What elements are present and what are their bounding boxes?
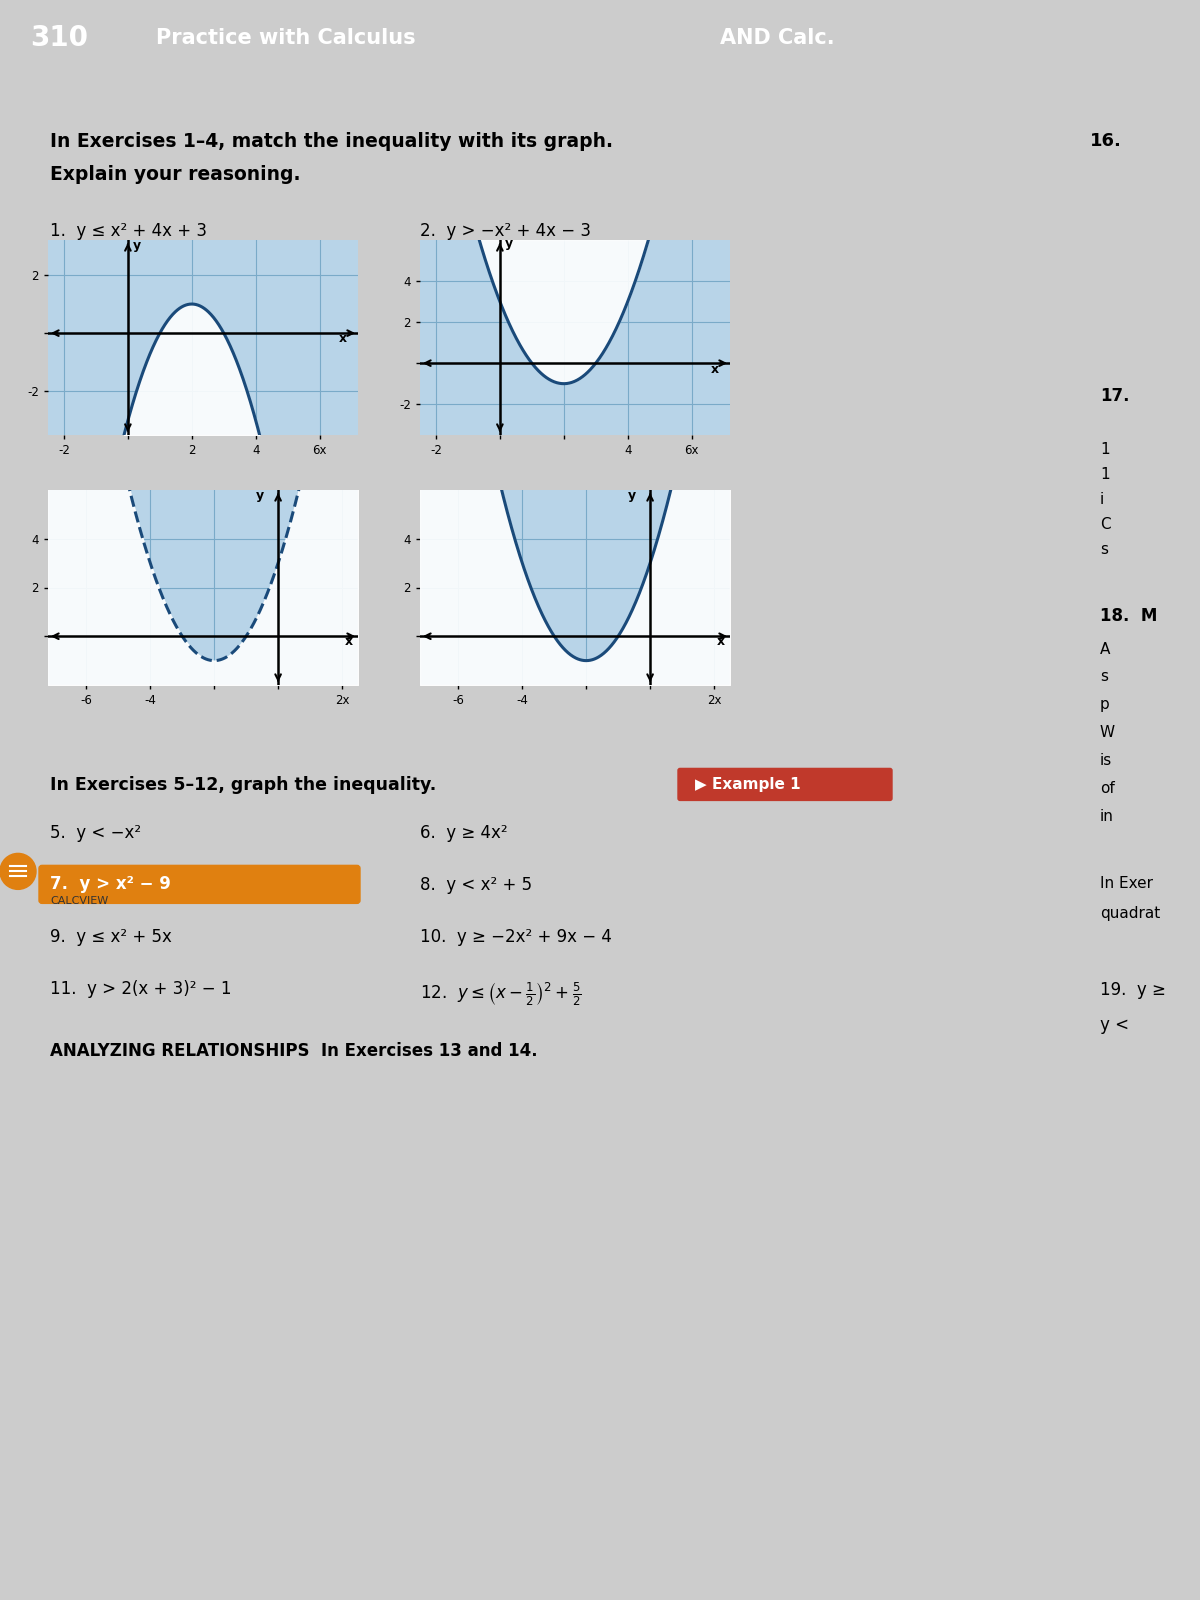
FancyBboxPatch shape	[38, 866, 360, 904]
Text: 11.  y > 2(x + 3)² − 1: 11. y > 2(x + 3)² − 1	[50, 981, 232, 998]
Text: 6.  y ≥ 4x²: 6. y ≥ 4x²	[420, 824, 508, 843]
Text: A: A	[1100, 642, 1110, 656]
Text: ▶ Example 1: ▶ Example 1	[695, 778, 800, 792]
Text: C: C	[1100, 517, 1111, 531]
Text: 5.  y < −x²: 5. y < −x²	[50, 824, 142, 843]
Text: of: of	[1100, 781, 1115, 797]
Text: W: W	[1100, 725, 1115, 741]
Text: 9.  y ≤ x² + 5x: 9. y ≤ x² + 5x	[50, 928, 172, 946]
Text: y: y	[505, 237, 512, 250]
Text: 18.  M: 18. M	[1100, 606, 1157, 624]
Text: 8.  y < x² + 5: 8. y < x² + 5	[420, 877, 532, 894]
Text: 17.: 17.	[1100, 387, 1129, 405]
Text: y: y	[628, 490, 636, 502]
Text: C.: C.	[50, 562, 70, 579]
Text: 10.  y ≥ −2x² + 9x − 4: 10. y ≥ −2x² + 9x − 4	[420, 928, 612, 946]
Text: i: i	[1100, 491, 1104, 507]
Text: In Exercises 5–12, graph the inequality.: In Exercises 5–12, graph the inequality.	[50, 776, 437, 795]
Text: y: y	[256, 490, 264, 502]
Text: 16.: 16.	[1090, 131, 1122, 150]
Text: Practice with Calculus: Practice with Calculus	[156, 29, 415, 48]
Text: D.: D.	[420, 562, 442, 579]
Text: AND Calc.: AND Calc.	[720, 29, 835, 48]
Text: 4.  y ≥ x² + 4x + 3: 4. y ≥ x² + 4x + 3	[420, 272, 577, 290]
Text: quadrat: quadrat	[1100, 906, 1160, 922]
Text: CALCVIEW: CALCVIEW	[50, 896, 108, 906]
Text: in: in	[1100, 810, 1114, 824]
Text: y <: y <	[1100, 1016, 1129, 1034]
Text: ANALYZING RELATIONSHIPS  In Exercises 13 and 14.: ANALYZING RELATIONSHIPS In Exercises 13 …	[50, 1042, 538, 1061]
Text: A.: A.	[50, 312, 71, 330]
Text: s: s	[1100, 541, 1108, 557]
Text: x: x	[346, 635, 353, 648]
Text: In Exercises 1–4, match the inequality with its graph.: In Exercises 1–4, match the inequality w…	[50, 131, 613, 150]
Text: 19.  y ≥: 19. y ≥	[1100, 981, 1166, 1000]
Circle shape	[0, 853, 36, 890]
FancyBboxPatch shape	[678, 768, 892, 800]
Text: x: x	[718, 635, 725, 648]
Text: 1: 1	[1100, 467, 1110, 482]
Text: 2.  y > −x² + 4x − 3: 2. y > −x² + 4x − 3	[420, 222, 592, 240]
Text: x: x	[338, 333, 347, 346]
Text: B.: B.	[420, 312, 440, 330]
Text: y: y	[133, 238, 140, 251]
Text: x: x	[710, 363, 719, 376]
Text: 310: 310	[30, 24, 88, 53]
Text: 3.  y < x² − 4x + 3: 3. y < x² − 4x + 3	[50, 272, 208, 290]
Text: s: s	[1100, 669, 1108, 685]
Text: 12.  $y \leq \left(x - \frac{1}{2}\right)^2 + \frac{5}{2}$: 12. $y \leq \left(x - \frac{1}{2}\right)…	[420, 981, 582, 1008]
Text: In Exer: In Exer	[1100, 877, 1153, 891]
Text: Explain your reasoning.: Explain your reasoning.	[50, 165, 300, 184]
Text: is: is	[1100, 754, 1112, 768]
Text: p: p	[1100, 698, 1110, 712]
Text: 1: 1	[1100, 442, 1110, 456]
Text: 1.  y ≤ x² + 4x + 3: 1. y ≤ x² + 4x + 3	[50, 222, 208, 240]
Text: 7.  y > x² − 9: 7. y > x² − 9	[50, 875, 170, 893]
